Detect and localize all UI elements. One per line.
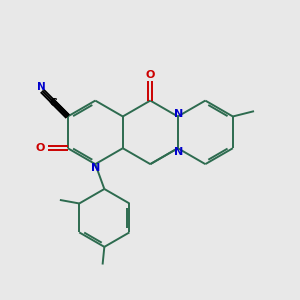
Text: O: O	[146, 70, 155, 80]
Text: O: O	[36, 143, 45, 153]
Text: N: N	[174, 147, 183, 157]
Text: N: N	[174, 109, 183, 118]
Text: N: N	[37, 82, 45, 92]
Text: N: N	[91, 164, 100, 173]
Text: C: C	[49, 98, 57, 108]
